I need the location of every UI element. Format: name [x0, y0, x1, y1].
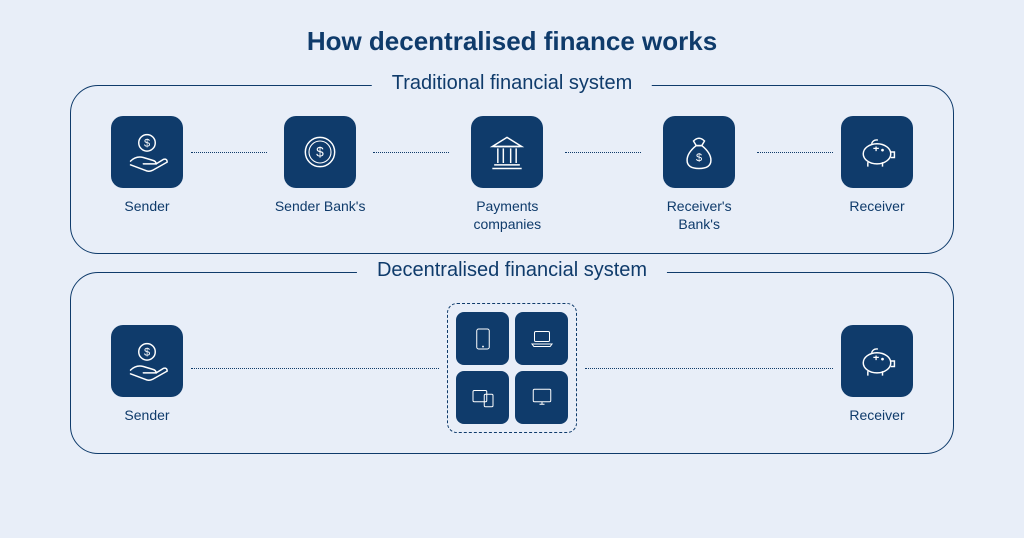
monitor-icon — [515, 371, 568, 424]
connector-dotted — [749, 116, 841, 188]
connector-dotted — [365, 116, 457, 188]
devices-icon — [456, 371, 509, 424]
node-defi-receiver-label: Receiver — [849, 407, 904, 425]
node-sender-bank: Sender Bank's — [275, 116, 366, 216]
connector-dotted — [577, 303, 841, 433]
hand-dollar-icon — [111, 116, 183, 188]
node-sender: Sender — [111, 116, 183, 216]
section-traditional: Traditional financial system Sender Send… — [70, 85, 954, 254]
page-title: How decentralised finance works — [0, 0, 1024, 67]
device-cluster — [447, 303, 577, 433]
section-decentralised: Decentralised financial system Sender — [70, 272, 954, 454]
decentralised-flow: Sender Receiver — [111, 303, 913, 433]
dollar-circle-icon — [284, 116, 356, 188]
section-traditional-label: Traditional financial system — [372, 72, 652, 95]
connector-dotted — [183, 116, 275, 188]
node-defi-sender: Sender — [111, 311, 183, 425]
piggy-bank-icon — [841, 325, 913, 397]
connector-dotted — [183, 303, 447, 433]
node-receiver-bank: Receiver's Bank's — [649, 116, 749, 233]
traditional-flow: Sender Sender Bank's Payments companies … — [111, 116, 913, 233]
section-decentralised-label: Decentralised financial system — [357, 259, 667, 282]
piggy-bank-icon — [841, 116, 913, 188]
node-receiver-label: Receiver — [849, 198, 904, 216]
laptop-icon — [515, 312, 568, 365]
node-payments-label: Payments companies — [457, 198, 557, 233]
hand-dollar-icon — [111, 325, 183, 397]
tablet-icon — [456, 312, 509, 365]
money-bag-icon — [663, 116, 735, 188]
node-sender-label: Sender — [124, 198, 169, 216]
node-defi-sender-label: Sender — [124, 407, 169, 425]
bank-building-icon — [471, 116, 543, 188]
node-sender-bank-label: Sender Bank's — [275, 198, 366, 216]
connector-dotted — [557, 116, 649, 188]
node-payments: Payments companies — [457, 116, 557, 233]
node-receiver: Receiver — [841, 116, 913, 216]
node-defi-receiver: Receiver — [841, 311, 913, 425]
node-receiver-bank-label: Receiver's Bank's — [649, 198, 749, 233]
